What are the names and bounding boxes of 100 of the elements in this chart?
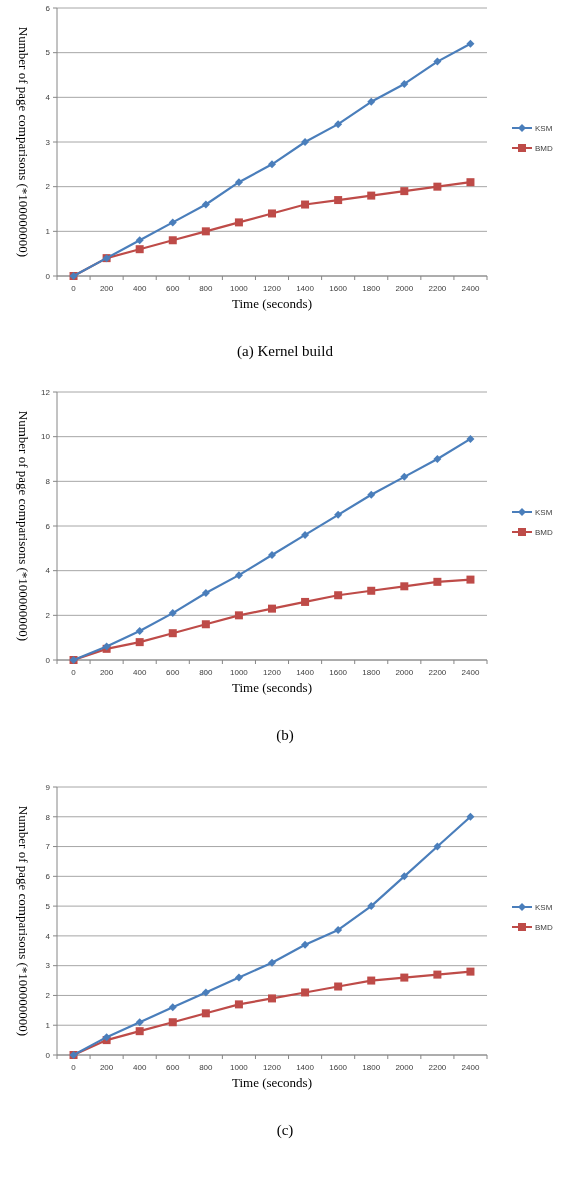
point (301, 940, 310, 949)
x-tick-label: 200 (99, 668, 114, 677)
x-tick-label: 1800 (362, 284, 381, 293)
point (400, 79, 409, 88)
x-tick-label: 800 (199, 668, 214, 677)
point (334, 591, 343, 600)
point (201, 1009, 210, 1018)
y-tick-label: 6 (45, 521, 51, 531)
point (301, 200, 310, 209)
y-tick-label: 8 (45, 477, 51, 487)
y-axis-title: Number of page comparisons (*100000000) (16, 26, 31, 258)
point (433, 970, 442, 979)
y-tick-label: 10 (41, 432, 51, 442)
x-tick-label: 600 (166, 284, 180, 293)
point (466, 434, 475, 443)
point (234, 973, 243, 982)
point (334, 120, 343, 129)
x-tick-label: 2000 (395, 668, 414, 677)
x-tick-label: 2000 (395, 1063, 414, 1072)
point (135, 245, 144, 254)
x-tick-label: 800 (199, 1063, 214, 1072)
y-tick-label: 1 (45, 227, 51, 237)
point (168, 218, 177, 227)
point (168, 629, 177, 638)
x-tick-label: 2400 (461, 284, 480, 293)
x-tick-label: 200 (99, 1063, 114, 1072)
point (135, 638, 144, 647)
text: (a) Kernel build (237, 343, 334, 360)
legend-label: KSM (535, 507, 553, 517)
point (367, 586, 376, 595)
y-tick-label: 4 (45, 931, 51, 941)
x-tick-label: 400 (133, 284, 147, 293)
point (301, 138, 310, 146)
point (301, 530, 310, 539)
point (301, 597, 310, 606)
point (400, 582, 409, 591)
y-tick-label: 12 (41, 387, 51, 397)
x-tick-label: 400 (133, 1063, 147, 1072)
point (201, 589, 210, 597)
x-tick-label: 600 (166, 668, 180, 677)
point (334, 196, 343, 205)
x-tick-label: 0 (71, 1063, 77, 1072)
x-tick-label: 1200 (263, 668, 282, 677)
x-tick-label: 1600 (329, 668, 348, 677)
point (268, 209, 276, 218)
point (466, 812, 475, 821)
point (201, 227, 210, 236)
x-tick-label: 1000 (230, 668, 249, 677)
y-tick-label: 4 (45, 93, 51, 103)
y-tick-label: 3 (45, 137, 51, 147)
y-tick-label: 0 (45, 271, 51, 281)
point (466, 575, 475, 584)
x-tick-label: 2400 (461, 1063, 480, 1072)
x-tick-label: 1800 (362, 668, 381, 677)
y-tick-label: 5 (45, 48, 51, 58)
y-tick-label: 0 (45, 655, 51, 665)
point (334, 510, 343, 519)
y-tick-label: 9 (45, 782, 51, 792)
point (400, 872, 409, 881)
legend-label: KSM (535, 123, 553, 133)
point (234, 611, 243, 620)
point (234, 178, 243, 187)
point (268, 994, 276, 1003)
point (268, 604, 276, 613)
point (433, 455, 442, 463)
x-tick-label: 1000 (230, 1063, 249, 1072)
x-tick-label: 800 (199, 284, 214, 293)
x-tick-label: 1400 (296, 1063, 315, 1072)
point (135, 626, 144, 635)
x-tick-label: 1200 (263, 1063, 282, 1072)
x-tick-label: 1800 (362, 1063, 381, 1072)
x-axis-title: Time (seconds) (231, 296, 313, 311)
x-axis-title: Time (seconds) (231, 1075, 313, 1090)
point (367, 976, 376, 985)
y-tick-label: 2 (45, 182, 51, 192)
point (201, 988, 210, 997)
x-tick-label: 0 (71, 668, 77, 677)
x-tick-label: 2000 (395, 284, 414, 293)
point (234, 218, 243, 227)
point (234, 571, 243, 580)
point (400, 187, 409, 196)
point (367, 97, 376, 106)
point (168, 236, 177, 245)
point (367, 490, 376, 499)
y-axis-title: Number of page comparisons (*100000000) (16, 805, 31, 1037)
legend-label: BMD (535, 527, 553, 537)
y-tick-label: 4 (45, 566, 51, 576)
point (234, 1000, 243, 1009)
x-tick-label: 200 (99, 284, 114, 293)
point (433, 182, 442, 191)
point (466, 178, 475, 187)
x-tick-label: 1200 (263, 284, 282, 293)
y-tick-label: 6 (45, 3, 51, 13)
point (135, 1018, 144, 1027)
y-tick-label: 2 (45, 611, 51, 621)
point (367, 191, 376, 200)
point (168, 1003, 177, 1012)
point (466, 967, 475, 976)
y-tick-label: 7 (45, 842, 51, 852)
point (135, 236, 144, 245)
